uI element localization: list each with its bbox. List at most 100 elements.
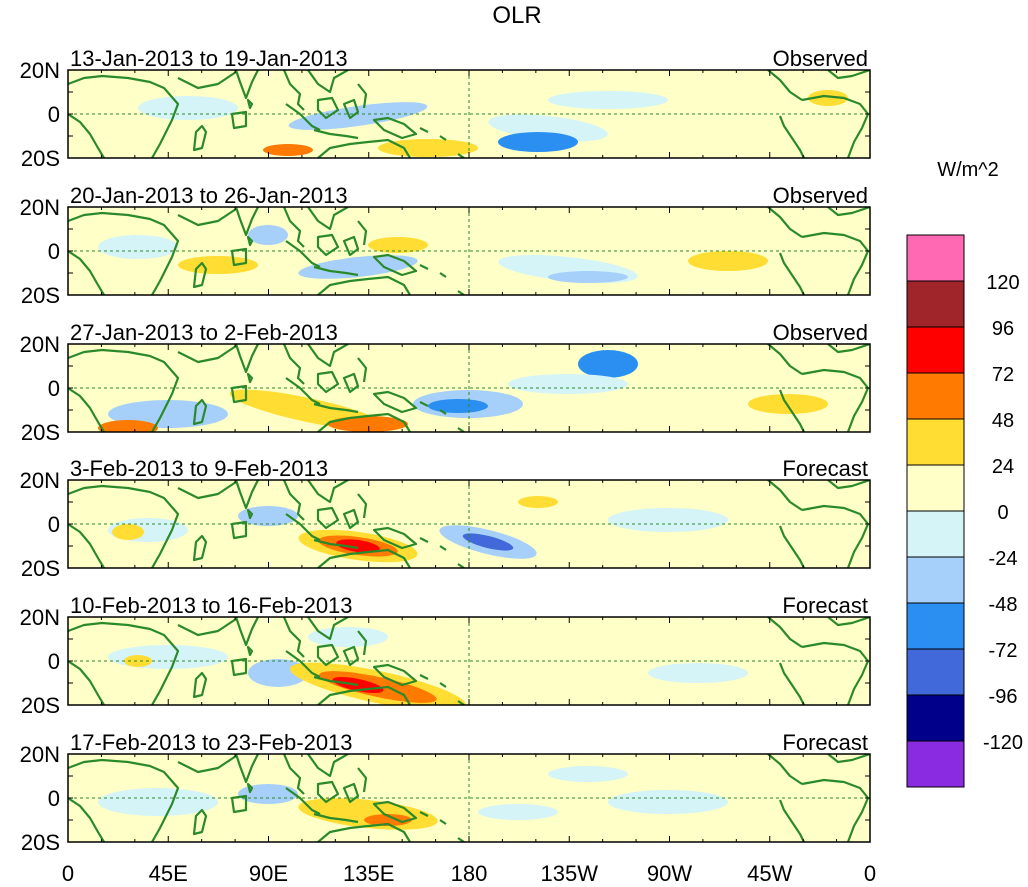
longitude-label: 0 [62,861,74,886]
anomaly-contour [548,91,668,109]
colorbar-level: 72 [992,364,1014,386]
latitude-label: 20N [20,605,60,630]
latitude-label: 0 [48,376,60,401]
figure-title: OLR [492,2,541,29]
anomaly-contour [508,374,628,394]
panel-kind: Observed [773,320,868,345]
colorbar-swatch [906,234,965,282]
colorbar-swatch [906,510,965,558]
anomaly-contour [138,96,238,120]
anomaly-contour [98,235,178,259]
anomaly-contour [238,506,298,526]
longitude-label: 135E [343,861,394,886]
longitude-label: 90W [647,861,692,886]
colorbar: 120 96 72 48 24 0 -24 -48 -72 -96 -120 [906,234,1023,788]
colorbar-level: 0 [997,502,1008,524]
panel-period: 27-Jan-2013 to 2-Feb-2013 [70,320,338,345]
map-panel: 27-Jan-2013 to 2-Feb-2013 Observed 20N 0 20S [20,320,871,445]
panel-kind: Forecast [782,730,868,755]
anomaly-contour [238,784,298,804]
latitude-label: 20S [21,146,60,171]
colorbar-level: -72 [989,640,1018,662]
colorbar-swatch [906,694,965,742]
map-panel: 10-Feb-2013 to 16-Feb-2013 Forecast 20N 0 20… [20,593,871,718]
anomaly-contour [124,655,152,667]
panels-container: 13-Jan-2013 to 19-Jan-2013 Observed 20N 0 20… [20,46,871,855]
panel-period: 17-Feb-2013 to 23-Feb-2013 [70,730,353,755]
panel-period: 3-Feb-2013 to 9-Feb-2013 [70,456,328,481]
anomaly-contour [288,102,428,130]
anomaly-contour [608,508,728,532]
latitude-label: 20S [21,693,60,718]
longitude-label: 45E [149,861,188,886]
latitude-label: 0 [48,102,60,127]
panel-kind: Observed [773,46,868,71]
latitude-label: 20N [20,468,60,493]
map-panel: 13-Jan-2013 to 19-Jan-2013 Observed 20N 0 20… [20,46,871,171]
anomaly-contour [328,416,408,432]
latitude-label: 20S [21,420,60,445]
anomaly-contour [462,533,514,551]
anomaly-contour [368,237,428,253]
anomaly-contour [364,814,412,826]
anomaly-contour [518,496,558,508]
latitude-label: 0 [48,512,60,537]
colorbar-swatch [906,418,965,466]
colorbar-level: -48 [989,594,1018,616]
anomaly-contour [648,663,748,683]
anomaly-contour [498,132,578,152]
anomaly-contour [688,251,768,271]
latitude-label: 0 [48,649,60,674]
anomaly-contour [336,539,380,553]
latitude-label: 20S [21,283,60,308]
latitude-label: 20N [20,332,60,357]
colorbar-swatch [906,648,965,696]
longitude-axis: 0 45E 90E 135E 180 135W 90W 45W 0 [62,861,876,886]
anomaly-contour [428,399,488,413]
anomaly-contour [108,645,228,669]
anomaly-contour [98,788,218,816]
anomaly-contour [263,144,313,156]
anomaly-contour [548,766,628,782]
anomaly-contour [248,225,288,245]
colorbar-swatch [906,372,965,420]
latitude-label: 20N [20,195,60,220]
longitude-label: 135W [541,861,599,886]
anomaly-contour [478,804,558,820]
panel-period: 20-Jan-2013 to 26-Jan-2013 [70,183,348,208]
anomaly-contour [548,271,628,283]
anomaly-contour [298,255,418,279]
anomaly-contour [112,524,144,540]
map-panel: 20-Jan-2013 to 26-Jan-2013 Observed 20N 0 20… [20,183,871,308]
anomaly-contour [378,139,478,157]
anomaly-contour [748,394,828,414]
latitude-label: 20S [21,830,60,855]
colorbar-swatch [906,326,965,374]
longitude-label: 45W [747,861,792,886]
colorbar-level: 120 [986,272,1019,294]
map-panel: 3-Feb-2013 to 9-Feb-2013 Forecast 20N 0 20S [20,456,871,581]
latitude-label: 20S [21,556,60,581]
anomaly-contour [178,256,258,274]
panel-period: 13-Jan-2013 to 19-Jan-2013 [70,46,348,71]
colorbar-level: -96 [989,686,1018,708]
colorbar-swatch [906,740,965,788]
anomaly-contour [578,350,638,378]
panel-kind: Observed [773,183,868,208]
colorbar-level: 96 [992,318,1014,340]
anomaly-contour [98,420,158,432]
longitude-label: 180 [451,861,488,886]
anomaly-contour [308,627,388,647]
colorbar-level: -24 [989,548,1018,570]
colorbar-level: 48 [992,410,1014,432]
latitude-label: 20N [20,58,60,83]
longitude-label: 90E [249,861,288,886]
latitude-label: 20N [20,742,60,767]
map-panel: 17-Feb-2013 to 23-Feb-2013 Forecast 20N 0 20… [20,730,871,855]
panel-kind: Forecast [782,593,868,618]
colorbar-swatch [906,602,965,650]
colorbar-swatch [906,556,965,604]
anomaly-contour [808,90,848,106]
longitude-label: 0 [864,861,876,886]
